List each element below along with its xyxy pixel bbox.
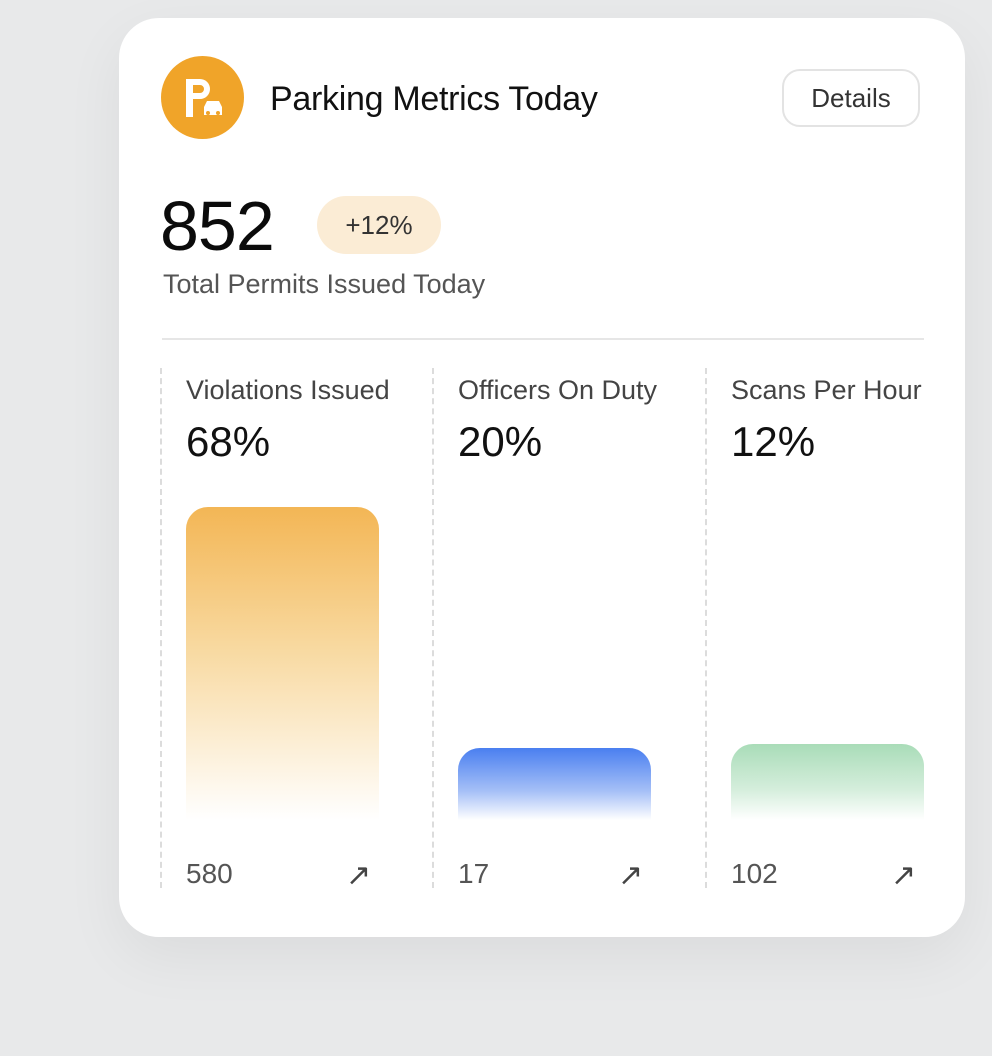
- metric-count: 102: [731, 858, 778, 889]
- metric-bar: [731, 744, 924, 820]
- parking-car-icon: [161, 56, 244, 139]
- arrow-up-right-icon[interactable]: ↗: [891, 859, 917, 892]
- metric-label: Violations Issued: [186, 375, 390, 405]
- metric-count: 580: [186, 858, 233, 889]
- metric-percent: 68%: [186, 418, 271, 465]
- metric-percent: 12%: [731, 418, 816, 465]
- parking-metrics-card: Parking Metrics Today Details 852 +12% T…: [119, 18, 965, 937]
- total-permits-caption: Total Permits Issued Today: [163, 269, 486, 299]
- metric-bar: [186, 507, 379, 820]
- divider: [162, 338, 924, 340]
- metric-violations: Violations Issued 68% 580 ↗: [160, 368, 434, 892]
- details-button[interactable]: Details: [782, 69, 920, 127]
- arrow-up-right-icon[interactable]: ↗: [346, 859, 372, 892]
- card-title: Parking Metrics Today: [270, 80, 598, 118]
- arrow-up-right-icon[interactable]: ↗: [618, 859, 644, 892]
- total-permits-value: 852: [160, 187, 275, 265]
- metric-officers: Officers On Duty 20% 17 ↗: [432, 368, 706, 892]
- metric-scans: Scans Per Hour 12% 102 ↗: [705, 368, 979, 892]
- metric-percent: 20%: [458, 418, 543, 465]
- change-badge: +12%: [317, 196, 441, 254]
- metric-count: 17: [458, 858, 490, 889]
- metric-label: Officers On Duty: [458, 375, 658, 405]
- metric-bar: [458, 748, 651, 820]
- metric-label: Scans Per Hour: [731, 375, 922, 405]
